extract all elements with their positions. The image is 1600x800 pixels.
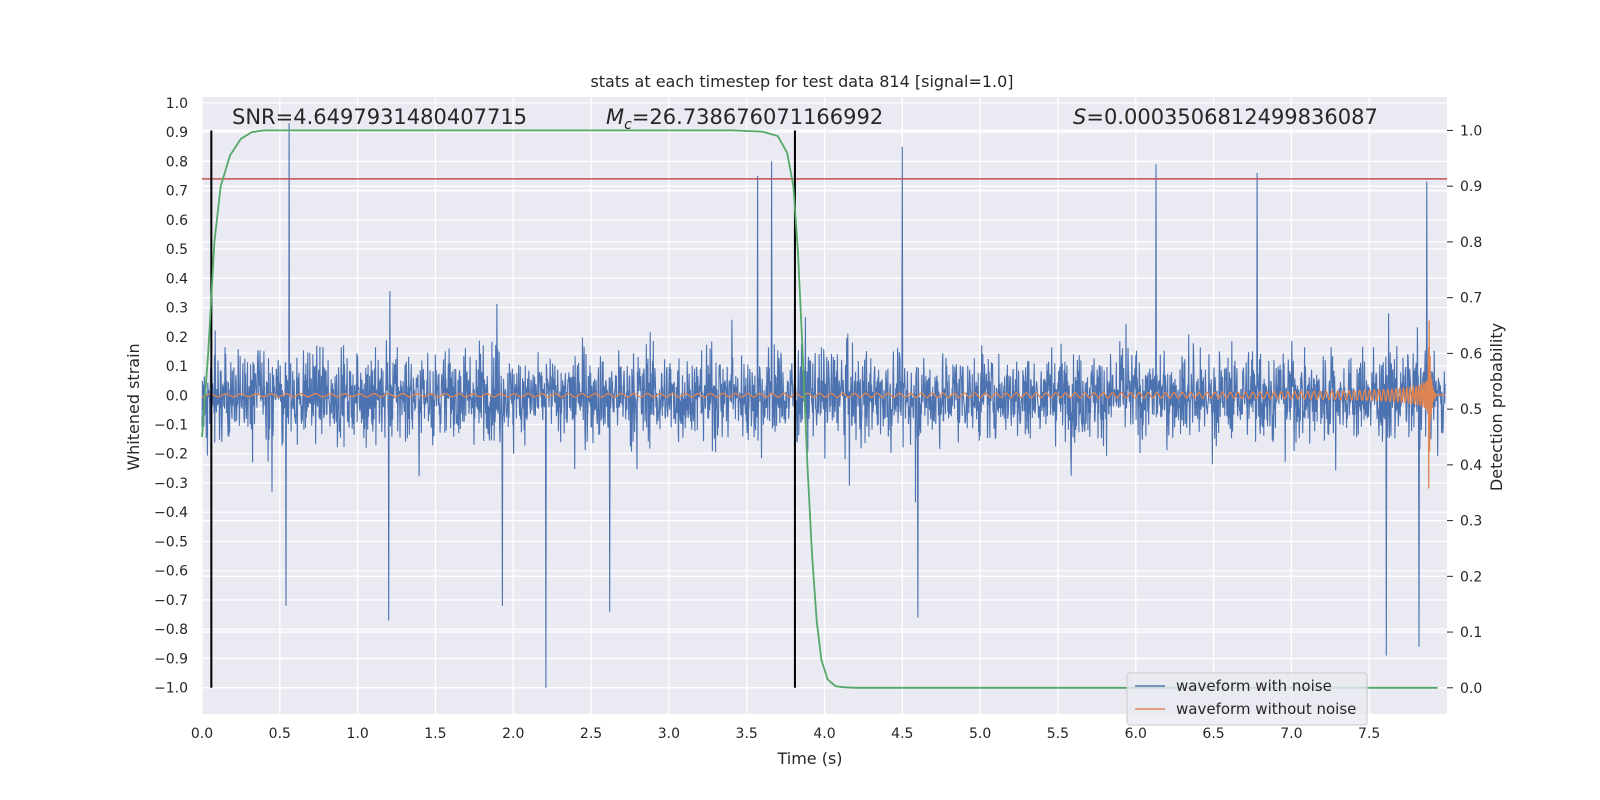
y-tick-label: 0.7 — [166, 184, 188, 200]
legend-box — [1126, 672, 1368, 726]
s-annotation: S=0.0003506812499836087 — [1073, 105, 1378, 129]
y-right-tick-label: 0.7 — [1460, 291, 1482, 307]
y-tick-label: −0.8 — [154, 622, 188, 638]
y-tick-label: 0.9 — [166, 125, 188, 141]
x-tick-label: 4.0 — [813, 726, 835, 742]
y-tick-label: −0.4 — [154, 505, 188, 521]
x-tick-label: 2.5 — [580, 726, 602, 742]
x-tick-label: 3.5 — [736, 726, 758, 742]
y-tick-label: −0.3 — [154, 476, 188, 492]
y-tick-label: 0.3 — [166, 301, 188, 317]
y-axis-right: 1.0 0.9 0.8 0.7 0.6 0.5 0.4 0.3 0.2 0.1 0.0 — [1447, 123, 1482, 697]
legend-label: waveform without noise — [1176, 700, 1356, 718]
x-tick-label: 1.5 — [424, 726, 446, 742]
series-waveform-with-noise — [201, 123, 1446, 688]
y-axis-label: Whitened strain — [124, 343, 143, 470]
y-right-tick-label: 0.8 — [1460, 235, 1482, 251]
x-tick-label: 0.5 — [269, 726, 291, 742]
y-tick-label: −0.6 — [154, 564, 188, 580]
x-tick-label: 7.0 — [1280, 726, 1302, 742]
y-right-tick-label: 0.1 — [1460, 625, 1482, 641]
y-right-tick-label: 0.4 — [1460, 458, 1482, 474]
x-axis-label: Time (s) — [776, 749, 842, 768]
x-tick-label: 6.5 — [1202, 726, 1224, 742]
y-tick-label: 0.8 — [166, 154, 188, 170]
y-tick-label: 0.2 — [166, 330, 188, 346]
y-right-tick-label: 0.5 — [1460, 402, 1482, 418]
x-tick-label: 6.0 — [1125, 726, 1147, 742]
y-right-tick-label: 0.9 — [1460, 179, 1482, 195]
y-right-tick-label: 0.3 — [1460, 514, 1482, 530]
legend: waveform with noise waveform without noi… — [1126, 672, 1368, 726]
x-tick-label: 5.0 — [969, 726, 991, 742]
y-tick-label: 0.4 — [166, 271, 188, 287]
snr-annotation: SNR=4.6497931480407715 — [232, 105, 527, 129]
x-tick-label: 1.0 — [346, 726, 368, 742]
legend-label: waveform with noise — [1176, 677, 1332, 695]
x-tick-label: 2.0 — [502, 726, 524, 742]
x-axis: 0.0 0.5 1.0 1.5 2.0 2.5 3.0 3.5 4.0 4.5 5.0 5.5 6.0 6… — [191, 726, 1380, 742]
y-tick-label: −1.0 — [154, 681, 188, 697]
x-tick-label: 7.5 — [1358, 726, 1380, 742]
chirp-mass-annotation: Mc=26.738676071166992 — [606, 105, 883, 133]
y-tick-label: 0.5 — [166, 242, 188, 258]
y-axis-left: 1.0 0.9 0.8 0.7 0.6 0.5 0.4 0.3 0.2 0.1 0.0 −0.1 −0.… — [154, 96, 188, 697]
y-tick-label: −0.9 — [154, 651, 188, 667]
y-tick-label: 0.6 — [166, 213, 188, 229]
y-axis-right-label: Detection probability — [1487, 323, 1506, 491]
y-tick-label: 0.0 — [166, 388, 188, 404]
y-tick-label: −0.2 — [154, 447, 188, 463]
y-tick-label: 1.0 — [166, 96, 188, 112]
series-detection-probability — [201, 129, 1438, 689]
chart-title: stats at each timestep for test data 814… — [590, 72, 1013, 91]
y-tick-label: −0.5 — [154, 534, 188, 550]
x-tick-label: 5.5 — [1047, 726, 1069, 742]
x-tick-label: 3.0 — [658, 726, 680, 742]
y-tick-label: −0.1 — [154, 418, 188, 434]
series-waveform-without-noise — [201, 320, 1446, 489]
y-right-tick-label: 0.0 — [1460, 681, 1482, 697]
y-tick-label: 0.1 — [166, 359, 188, 375]
y-right-tick-label: 0.6 — [1460, 346, 1482, 362]
x-tick-label: 0.0 — [191, 726, 213, 742]
x-tick-label: 4.5 — [891, 726, 913, 742]
y-tick-label: −0.7 — [154, 593, 188, 609]
y-right-tick-label: 1.0 — [1460, 123, 1482, 139]
y-right-tick-label: 0.2 — [1460, 569, 1482, 585]
